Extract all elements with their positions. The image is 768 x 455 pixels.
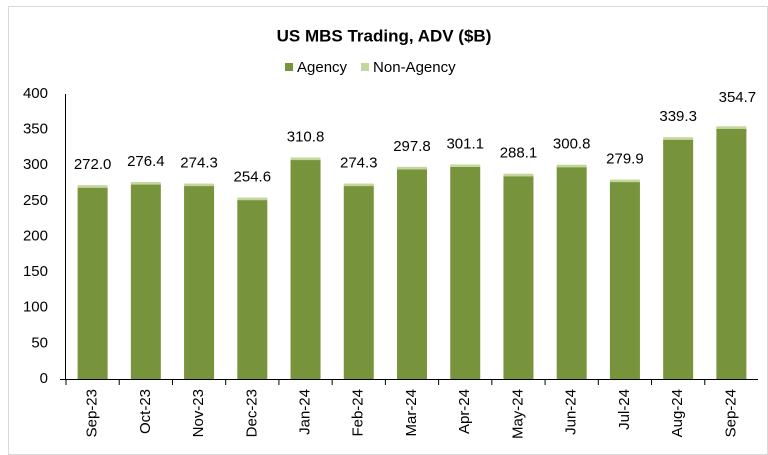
bar-segment: [503, 176, 534, 379]
bar-segment: [290, 160, 321, 379]
legend-swatch: [361, 63, 370, 71]
bar-segment: [503, 173, 534, 177]
bar-segment: [556, 164, 587, 168]
legend-swatch: [285, 63, 293, 71]
x-tick-label: Feb-24: [350, 389, 367, 437]
bar-segment: [237, 200, 268, 379]
data-label: 354.7: [719, 89, 757, 106]
x-tick-label: Apr-24: [456, 389, 473, 434]
x-tick-label: Nov-23: [190, 389, 207, 437]
data-label: 274.3: [340, 155, 378, 172]
x-tick-label: Jan-24: [297, 389, 314, 435]
x-tick-label: Aug-24: [669, 389, 686, 437]
y-tick-label: 100: [23, 299, 48, 316]
data-label: 274.3: [180, 155, 218, 172]
bar-segment: [343, 183, 374, 187]
x-tick-label: Dec-23: [243, 389, 260, 437]
data-label: 300.8: [553, 136, 591, 153]
data-label: 279.9: [606, 151, 644, 168]
bar-segment: [77, 187, 108, 379]
y-tick-label: 400: [23, 85, 48, 102]
bar-segment: [184, 183, 215, 187]
y-tick-label: 150: [23, 263, 48, 280]
data-label: 310.8: [287, 129, 325, 146]
bar-segment: [397, 169, 427, 379]
bar-segment: [237, 197, 268, 201]
x-tick-label: Mar-24: [403, 389, 420, 437]
x-tick-label: May-24: [509, 389, 526, 439]
bar-segment: [343, 186, 374, 379]
y-tick-label: 300: [23, 156, 48, 173]
bar-segment: [716, 126, 747, 129]
bar-segment: [609, 179, 640, 183]
data-label: 339.3: [659, 108, 697, 125]
data-label: 288.1: [500, 145, 538, 162]
bar-segment: [184, 186, 215, 379]
bar-segment: [556, 167, 587, 379]
data-label: 297.8: [393, 138, 431, 155]
chart-title: US MBS Trading, ADV ($B): [277, 26, 492, 45]
bar-segment: [290, 157, 321, 161]
y-tick-label: 350: [23, 121, 48, 138]
x-tick-label: Sep-24: [722, 389, 739, 437]
bar-segment: [450, 166, 481, 379]
data-label: 272.0: [74, 156, 112, 173]
bar-segment: [716, 128, 747, 379]
y-tick-label: 200: [23, 227, 48, 244]
bar-segment: [130, 182, 161, 185]
x-tick-label: Jun-24: [563, 389, 580, 435]
x-tick-label: Jul-24: [616, 389, 633, 430]
bar-segment: [130, 184, 161, 379]
data-label: 254.6: [234, 169, 272, 186]
y-tick-label: 50: [31, 334, 48, 351]
bar-segment: [77, 185, 108, 188]
y-tick-label: 0: [40, 370, 48, 387]
x-tick-label: Oct-23: [137, 389, 154, 434]
legend-label: Non-Agency: [373, 59, 456, 76]
data-label: 276.4: [127, 153, 165, 170]
bar-segment: [397, 166, 427, 170]
bar-segment: [663, 137, 694, 140]
legend-label: Agency: [297, 59, 348, 76]
bar-segment: [609, 182, 640, 379]
x-tick-label: Sep-23: [84, 389, 101, 437]
y-tick-label: 250: [23, 192, 48, 209]
bar-segment: [663, 139, 694, 379]
bar-segment: [450, 164, 481, 167]
data-label: 301.1: [446, 135, 484, 152]
